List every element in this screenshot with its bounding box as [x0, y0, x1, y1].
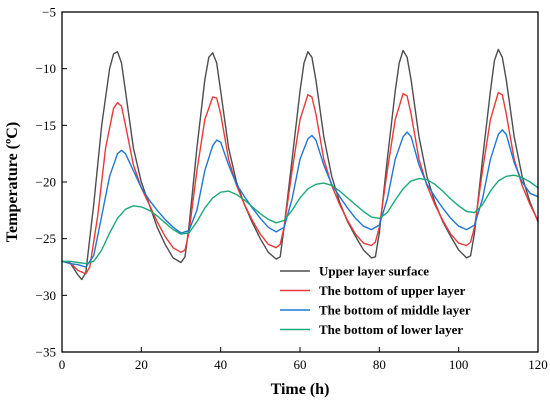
legend-label-3: The bottom of middle layer [319, 303, 471, 318]
series-line-4 [61, 174, 539, 265]
y-tick-label: −25 [36, 231, 56, 246]
x-tick-label: 80 [373, 357, 386, 372]
legend: Upper layer surface The bottom of upper l… [280, 264, 471, 337]
plot-frame [61, 11, 539, 353]
x-tick-label: 100 [449, 357, 469, 372]
legend-label-1: Upper layer surface [319, 264, 429, 279]
series-line-3 [61, 129, 539, 268]
y-tick-label: −10 [36, 61, 56, 76]
y-tick-label: −30 [36, 288, 56, 303]
legend-label-4: The bottom of lower layer [319, 322, 463, 337]
y-tick-label: −5 [42, 5, 56, 20]
series-line-1 [61, 48, 539, 281]
ticks-layer: 0 20 40 60 80 100 120 −35 −30 −25 −20 −15 −10 −5 [36, 5, 548, 373]
y-tick-label: −15 [36, 118, 56, 133]
x-tick-label: 0 [59, 357, 66, 372]
x-tick-label: 40 [214, 357, 227, 372]
x-tick-label: 60 [294, 357, 307, 372]
legend-label-2: The bottom of upper layer [319, 283, 466, 298]
x-tick-label: 120 [528, 357, 548, 372]
x-axis-title: Time (h) [271, 381, 330, 398]
y-tick-label: −20 [36, 175, 56, 190]
y-tick-label: −35 [36, 345, 56, 360]
x-tick-label: 20 [135, 357, 148, 372]
series-line-2 [61, 91, 539, 275]
y-axis-title: Temperature (ºC) [4, 122, 21, 242]
series-layer [61, 48, 539, 281]
